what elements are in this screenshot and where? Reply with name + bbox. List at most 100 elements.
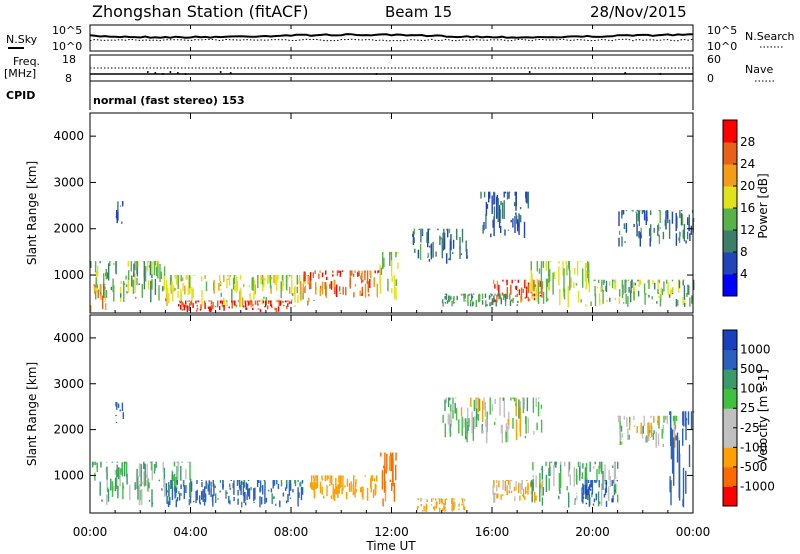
heatmap-cell [176, 480, 178, 484]
ytick-label: 1000 [53, 268, 84, 282]
heatmap-cell [197, 300, 199, 303]
heatmap-cell [439, 235, 441, 246]
heatmap-cell [342, 475, 344, 478]
heatmap-cell [628, 422, 631, 431]
heatmap-cell [516, 293, 518, 297]
heatmap-cell [173, 480, 175, 481]
heatmap-cell [169, 497, 171, 505]
heatmap-cell [575, 283, 578, 286]
heatmap-cell [568, 496, 570, 508]
heatmap-cell [463, 296, 465, 302]
heatmap-cell [143, 484, 146, 487]
heatmap-cell [523, 221, 526, 238]
heatmap-cell [274, 307, 276, 311]
heatmap-cell [502, 279, 504, 282]
heatmap-cell [99, 481, 101, 496]
heatmap-cell [497, 293, 499, 297]
heatmap-cell [126, 473, 128, 485]
heatmap-cell [267, 300, 270, 304]
heatmap-cell [283, 304, 285, 307]
heatmap-cell [216, 305, 219, 308]
heatmap-cell [588, 271, 590, 274]
heatmap-cell [110, 478, 112, 491]
heatmap-cell [163, 273, 165, 290]
heatmap-cell [533, 293, 535, 297]
heatmap-cell [631, 279, 633, 288]
heatmap-cell [113, 285, 115, 302]
heatmap-cell [350, 481, 352, 492]
heatmap-cell [515, 481, 517, 491]
heatmap-cell [417, 498, 419, 501]
heatmap-cell [285, 500, 288, 504]
heatmap-cell [331, 475, 333, 485]
heatmap-cell [397, 262, 399, 269]
heatmap-cell [269, 300, 271, 303]
heatmap-cell [240, 287, 242, 301]
heatmap-cell [582, 268, 584, 288]
heatmap-cell [288, 300, 290, 302]
heatmap-cell [105, 303, 107, 310]
freq-dip-point [229, 72, 232, 74]
heatmap-cell [496, 494, 498, 499]
heatmap-cell [673, 437, 675, 486]
heatmap-cell [201, 480, 203, 481]
freq-dip-point [184, 73, 187, 75]
heatmap-cell [643, 283, 646, 294]
ytick-label: 4000 [53, 331, 84, 345]
heatmap-cell [506, 488, 508, 490]
heatmap-cell [129, 484, 131, 500]
heatmap-cell [444, 499, 446, 506]
heatmap-cell [466, 249, 468, 259]
heatmap-cell [307, 275, 309, 285]
heatmap-cell [567, 492, 570, 497]
heatmap-cell [332, 270, 334, 273]
heatmap-cell [332, 490, 334, 495]
heatmap-cell [595, 494, 597, 501]
colorbar-tick-label: 1000 [740, 343, 771, 357]
heatmap-cell [485, 304, 487, 306]
heatmap-cell [181, 308, 184, 311]
heatmap-cell [115, 421, 118, 423]
heatmap-cell [490, 301, 493, 306]
heatmap-cell [170, 284, 172, 292]
heatmap-cell [284, 487, 287, 491]
heatmap-cell [588, 486, 590, 496]
heatmap-cell [238, 480, 241, 489]
heatmap-cell [151, 489, 153, 508]
heatmap-cell [171, 487, 174, 501]
heatmap-cell [539, 295, 542, 297]
heatmap-cell [688, 285, 690, 295]
heatmap-cell [505, 480, 507, 481]
heatmap-cell [373, 277, 375, 288]
heatmap-cell [614, 489, 616, 492]
heatmap-cell [259, 300, 261, 302]
heatmap-cell [537, 281, 540, 304]
heatmap-cell [478, 296, 480, 303]
heatmap-cell [428, 258, 431, 262]
heatmap-cell [418, 228, 420, 230]
heatmap-cell [482, 224, 484, 234]
heatmap-cell [113, 263, 115, 265]
heatmap-cell [199, 495, 201, 504]
heatmap-cell [339, 275, 341, 277]
heatmap-cell [554, 461, 557, 468]
heatmap-cell [148, 499, 151, 502]
heatmap-cell [540, 283, 542, 294]
heatmap-cell [481, 293, 484, 300]
heatmap-cell [596, 286, 599, 289]
colorbar-tick-label: 8 [740, 245, 748, 259]
heatmap-cell [506, 485, 508, 496]
heatmap-cell [485, 213, 487, 229]
heatmap-cell [652, 433, 655, 440]
heatmap-cell [183, 485, 185, 500]
heatmap-cell [364, 270, 366, 281]
heatmap-cell [257, 300, 260, 302]
heatmap-cell [639, 232, 641, 247]
heatmap-cell [512, 218, 514, 228]
heatmap-cell [504, 229, 506, 236]
heatmap-cell [371, 475, 374, 481]
heatmap-cell [639, 279, 642, 285]
heatmap-cell [200, 304, 202, 310]
sky-left-label: N.Sky [6, 33, 38, 46]
heatmap-cell [150, 280, 152, 303]
